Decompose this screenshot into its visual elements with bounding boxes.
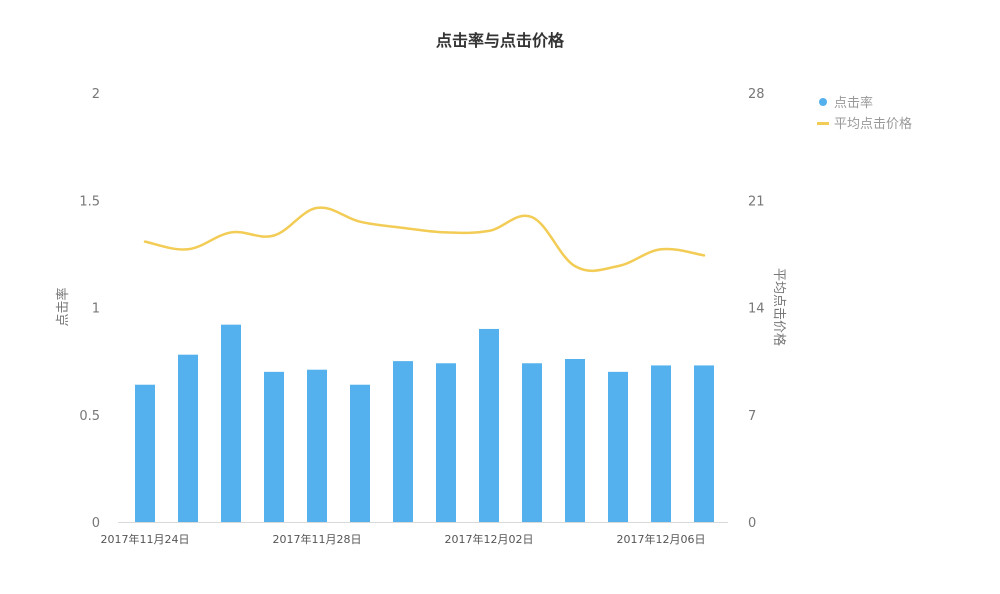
bar-ctr [522, 363, 542, 522]
legend-marker-ctr [819, 98, 827, 106]
y-right-tick-label: 0 [748, 516, 756, 531]
chart-title: 点击率与点击价格 [436, 31, 565, 50]
y-right-axis-title: 平均点击价格 [771, 268, 787, 346]
line-avg-cpc [143, 206, 706, 273]
bar-ctr [264, 371, 284, 522]
x-tick-label: 2017年11月24日 [101, 532, 190, 546]
y-left-tick-label: 0 [92, 516, 100, 531]
bar-ctr [651, 365, 671, 522]
bar-ctr [178, 354, 198, 522]
x-tick-label: 2017年11月28日 [273, 532, 362, 546]
y-left-tick-label: 2 [92, 87, 100, 102]
bar-ctr [307, 369, 327, 522]
x-tick-label: 2017年12月06日 [617, 532, 706, 546]
y-left-tick-label: 1.5 [79, 194, 100, 209]
bar-ctr [350, 384, 370, 522]
line-layer [143, 206, 706, 273]
y-left-axis-title: 点击率 [55, 287, 71, 326]
bar-ctr [565, 358, 585, 522]
legend-marker-cpc [817, 122, 829, 125]
x-tick-label: 2017年12月02日 [445, 532, 534, 546]
legend: 点击率 平均点击价格 [817, 95, 912, 132]
bar-ctr [436, 363, 456, 522]
y-right-tick-label: 28 [748, 87, 765, 102]
bars-layer [135, 324, 714, 522]
y-left-tick-label: 0.5 [79, 409, 100, 424]
y-right-tick-label: 21 [748, 194, 765, 209]
bar-ctr [608, 371, 628, 522]
axes-layer: 0 0.5 1 1.5 2 0 7 14 21 28 2017年11月24日 2017年11月28日 2… [79, 87, 764, 546]
bar-ctr [135, 384, 155, 522]
bar-ctr [479, 328, 499, 522]
bar-ctr [393, 361, 413, 522]
bar-ctr [221, 324, 241, 522]
bar-ctr [694, 365, 714, 522]
legend-label-ctr: 点击率 [834, 95, 873, 111]
y-right-tick-label: 7 [748, 409, 756, 424]
y-left-tick-label: 1 [92, 302, 100, 317]
y-right-tick-label: 14 [748, 302, 765, 317]
legend-label-cpc: 平均点击价格 [834, 116, 912, 132]
